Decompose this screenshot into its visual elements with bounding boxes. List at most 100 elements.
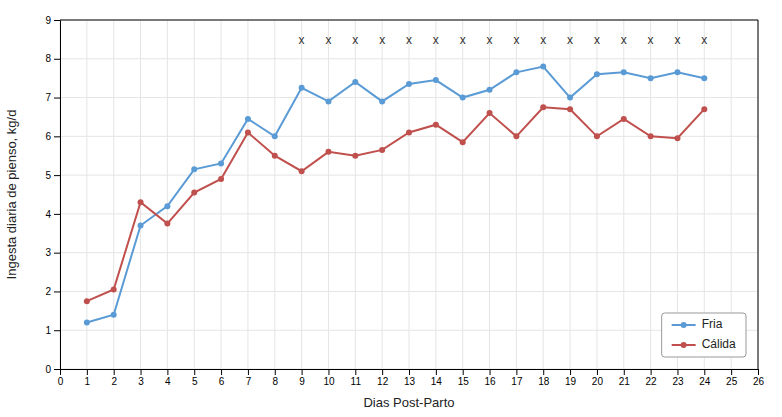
annotation: x xyxy=(325,33,331,47)
annotation: x xyxy=(594,33,600,47)
y-tick-mark xyxy=(54,175,60,176)
point xyxy=(245,116,251,122)
x-tick: 25 xyxy=(726,369,738,387)
y-tick-mark xyxy=(54,369,60,370)
y-tick-label: 2 xyxy=(45,286,51,297)
x-tick-mark xyxy=(490,369,491,375)
y-tick: 0 xyxy=(45,364,60,375)
point xyxy=(218,176,224,182)
point xyxy=(674,135,680,141)
annotation: x xyxy=(648,33,654,47)
point xyxy=(191,190,197,196)
y-tick-mark xyxy=(54,136,60,137)
x-tick-label: 12 xyxy=(377,376,389,387)
point xyxy=(621,69,627,75)
grid-line-y xyxy=(60,213,758,214)
point xyxy=(218,160,224,166)
annotation: x xyxy=(701,33,707,47)
plot: 0123456789101112131415161718192021222324… xyxy=(45,15,764,387)
grid-line-x xyxy=(140,20,141,369)
point xyxy=(111,287,117,293)
annotation: x xyxy=(567,33,573,47)
x-tick: 1 xyxy=(85,369,91,387)
x-tick-label: 9 xyxy=(299,376,305,387)
y-tick-label: 9 xyxy=(45,15,51,26)
x-tick-mark xyxy=(87,369,88,375)
point xyxy=(540,104,546,110)
point xyxy=(433,77,439,83)
legend-item: Fria xyxy=(672,317,723,331)
point xyxy=(299,168,305,174)
y-tick-label: 5 xyxy=(45,170,51,181)
y-tick-label: 8 xyxy=(45,53,51,64)
x-tick-label: 2 xyxy=(111,376,117,387)
x-tick: 24 xyxy=(699,369,711,387)
series xyxy=(84,104,707,304)
point xyxy=(567,95,573,101)
point xyxy=(299,85,305,91)
annotation: x xyxy=(460,33,466,47)
y-tick-mark xyxy=(54,20,60,21)
point xyxy=(621,116,627,122)
grid-line-x xyxy=(247,20,248,369)
point xyxy=(325,149,331,155)
point xyxy=(648,133,654,139)
y-tick: 7 xyxy=(45,92,60,103)
y-tick-mark xyxy=(54,253,60,254)
x-tick: 18 xyxy=(538,369,550,387)
x-tick-label: 14 xyxy=(431,376,443,387)
grid-line-x xyxy=(409,20,410,369)
point xyxy=(352,79,358,85)
x-tick-label: 4 xyxy=(165,376,171,387)
x-tick-label: 23 xyxy=(672,376,684,387)
point xyxy=(245,129,251,135)
y-tick-label: 6 xyxy=(45,131,51,142)
grid-line-y xyxy=(60,175,758,176)
annotation: x xyxy=(299,33,305,47)
x-axis: 0123456789101112131415161718192021222324… xyxy=(58,369,765,387)
x-tick-mark xyxy=(677,369,678,375)
y-tick: 3 xyxy=(45,247,60,258)
x-tick-label: 13 xyxy=(404,376,416,387)
point xyxy=(379,98,385,104)
x-tick-label: 11 xyxy=(351,376,362,387)
point xyxy=(111,312,117,318)
y-tick: 1 xyxy=(45,325,60,336)
x-tick-label: 10 xyxy=(323,376,335,387)
x-tick-mark xyxy=(758,369,759,375)
x-tick-mark xyxy=(624,369,625,375)
grid-line-y xyxy=(60,20,758,21)
x-tick-mark xyxy=(463,369,464,375)
y-tick-label: 0 xyxy=(45,364,51,375)
y-tick: 2 xyxy=(45,286,60,297)
x-tick-label: 8 xyxy=(272,376,278,387)
point xyxy=(272,133,278,139)
x-axis-title: Dias Post-Parto xyxy=(363,395,454,410)
point xyxy=(460,139,466,145)
x-tick-label: 15 xyxy=(458,376,470,387)
legend-box xyxy=(662,313,746,357)
x-tick-label: 19 xyxy=(565,376,577,387)
legend: FriaCálida xyxy=(662,313,746,357)
x-tick: 15 xyxy=(458,369,470,387)
x-tick-mark xyxy=(328,369,329,375)
point xyxy=(379,147,385,153)
x-tick: 21 xyxy=(619,369,631,387)
annotation: x xyxy=(621,33,627,47)
point xyxy=(567,106,573,112)
point xyxy=(272,153,278,159)
point xyxy=(594,71,600,77)
x-tick: 5 xyxy=(192,369,198,387)
point xyxy=(594,133,600,139)
y-axis-line xyxy=(54,21,61,370)
y-tick: 6 xyxy=(45,131,60,142)
y-tick: 9 xyxy=(45,15,60,26)
x-tick: 13 xyxy=(404,369,416,387)
grid-line-x xyxy=(543,20,544,369)
y-tick-mark xyxy=(54,59,60,60)
chart: 0123456789101112131415161718192021222324… xyxy=(0,0,782,417)
point xyxy=(487,87,493,93)
grid-line-x xyxy=(758,20,759,369)
x-tick-label: 18 xyxy=(538,376,550,387)
x-tick: 7 xyxy=(246,369,252,387)
